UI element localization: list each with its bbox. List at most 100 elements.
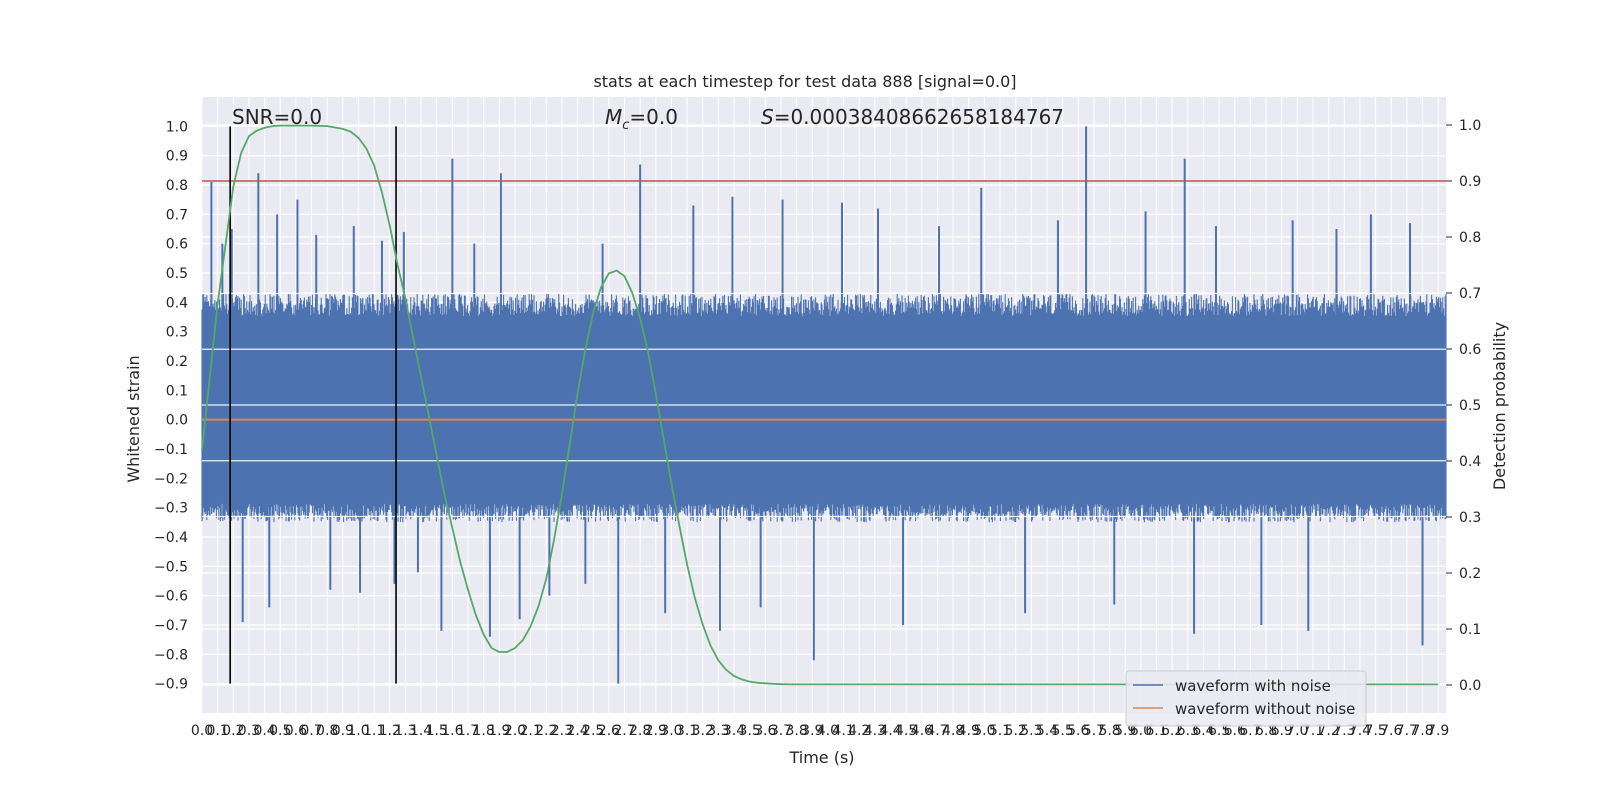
x-tick-label: 7.5 [1364,723,1386,739]
x-tick-label: 0.8 [316,723,338,739]
y-tick-label-left: 0.8 [166,178,188,194]
x-tick-label: 3.7 [770,723,792,739]
x-tick-label: 3.5 [739,723,761,739]
x-tick-label: 2.4 [566,723,588,739]
x-tick-label: 2.1 [519,723,541,739]
x-tick-label: 2.7 [613,723,635,739]
y-tick-label-left: 0.0 [166,413,188,429]
y-tick-label-left: −0.3 [154,501,188,517]
y-tick-label-left: −0.8 [154,647,188,663]
x-tick-label: 7.7 [1396,723,1418,739]
annotation-mc: Mc=0.0 [605,105,678,133]
x-tick-label: 4.6 [911,723,933,739]
y-tick-label-right: 0.1 [1459,622,1481,638]
annotation-mc-symbol: M [605,105,622,129]
y-tick-label-left: 0.2 [166,354,188,370]
x-tick-label: 7.8 [1411,723,1433,739]
x-tick-label: 7.9 [1427,723,1449,739]
x-tick-label: 7.4 [1349,723,1371,739]
x-tick-label: 2.6 [598,723,620,739]
x-tick-label: 0.2 [222,723,244,739]
x-tick-label: 1.8 [473,723,495,739]
x-tick-label: 4.7 [926,723,948,739]
x-tick-label: 4.1 [832,723,854,739]
y-tick-label-right: 0.0 [1459,678,1481,694]
waveform-with-noise-body [201,293,1447,523]
legend-frame [1125,670,1367,727]
legend-label-without-noise: waveform without noise [1175,700,1355,718]
x-tick-label: 6.0 [1130,723,1152,739]
annotation-s-symbol: S [761,105,774,129]
x-tick-label: 5.3 [1020,723,1042,739]
detection-probability-line [201,124,1439,686]
x-tick-label: 3.2 [692,723,714,739]
annotation-mc-value: =0.0 [629,105,678,129]
x-tick-label: 5.9 [1114,723,1136,739]
y-tick-label-left: 0.7 [166,207,188,223]
x-tick-label: 2.8 [629,723,651,739]
x-tick-label: 5.1 [989,723,1011,739]
y-tick-label-left: −0.5 [154,559,188,575]
y-axis-label-right: Detection probability [1490,322,1509,490]
x-tick-label: 6.3 [1177,723,1199,739]
x-tick-label: 6.7 [1239,723,1261,739]
x-tick-label: 4.0 [817,723,839,739]
legend-label-with-noise: waveform with noise [1175,677,1331,695]
y-tick-label-left: 0.6 [166,237,188,253]
x-tick-label: 5.4 [1036,723,1058,739]
x-tick-label: 3.6 [754,723,776,739]
y-tick-label-left: 1.0 [166,119,188,135]
x-tick-label: 2.2 [535,723,557,739]
x-tick-label: 2.0 [504,723,526,739]
y-tick-label-left: −0.9 [154,677,188,693]
x-tick-label: 5.7 [1083,723,1105,739]
x-tick-label: 2.3 [551,723,573,739]
x-tick-label: 1.3 [394,723,416,739]
x-tick-label: 4.5 [895,723,917,739]
x-tick-label: 3.4 [723,723,745,739]
x-tick-label: 1.7 [457,723,479,739]
x-tick-label: 1.1 [363,723,385,739]
y-tick-label-right: 0.8 [1459,230,1481,246]
x-tick-label: 1.4 [410,723,432,739]
x-tick-label: 4.9 [958,723,980,739]
y-tick-label-right: 0.6 [1459,342,1481,358]
annotation-s-value: =0.00038408662658184767 [774,105,1064,129]
x-tick-label: 0.9 [332,723,354,739]
x-tick-label: 6.4 [1192,723,1214,739]
x-tick-label: 0.0 [191,723,213,739]
x-tick-label: 6.5 [1208,723,1230,739]
x-tick-label: 5.8 [1098,723,1120,739]
x-tick-label: 5.6 [1067,723,1089,739]
chart-title: stats at each timestep for test data 888… [593,72,1016,91]
x-tick-label: 7.3 [1333,723,1355,739]
x-tick-label: 2.5 [582,723,604,739]
x-tick-label: 6.8 [1255,723,1277,739]
x-tick-label: 5.0 [973,723,995,739]
y-tick-label-left: −0.2 [154,471,188,487]
annotation-snr: SNR=0.0 [232,105,322,129]
y-tick-label-right: 0.4 [1459,454,1481,470]
x-tick-label: 0.7 [300,723,322,739]
x-tick-label: 0.1 [207,723,229,739]
y-tick-label-left: −0.6 [154,589,188,605]
x-tick-label: 0.4 [253,723,275,739]
x-tick-label: 2.9 [645,723,667,739]
y-tick-label-left: −0.1 [154,442,188,458]
x-tick-label: 6.2 [1161,723,1183,739]
y-axis-label-left: Whitened strain [124,355,143,482]
x-tick-label: 3.0 [660,723,682,739]
x-tick-label: 3.1 [676,723,698,739]
y-tick-label-left: 0.4 [166,295,188,311]
x-tick-label: 4.4 [879,723,901,739]
y-tick-label-right: 0.5 [1459,398,1481,414]
x-tick-label: 4.8 [942,723,964,739]
y-tick-label-left: 0.3 [166,325,188,341]
x-axis-label: Time (s) [788,748,854,767]
x-tick-label: 7.0 [1286,723,1308,739]
x-tick-label: 6.1 [1145,723,1167,739]
y-tick-label-right: 1.0 [1459,118,1481,134]
x-tick-label: 4.2 [848,723,870,739]
x-tick-label: 1.0 [347,723,369,739]
x-tick-label: 3.8 [785,723,807,739]
